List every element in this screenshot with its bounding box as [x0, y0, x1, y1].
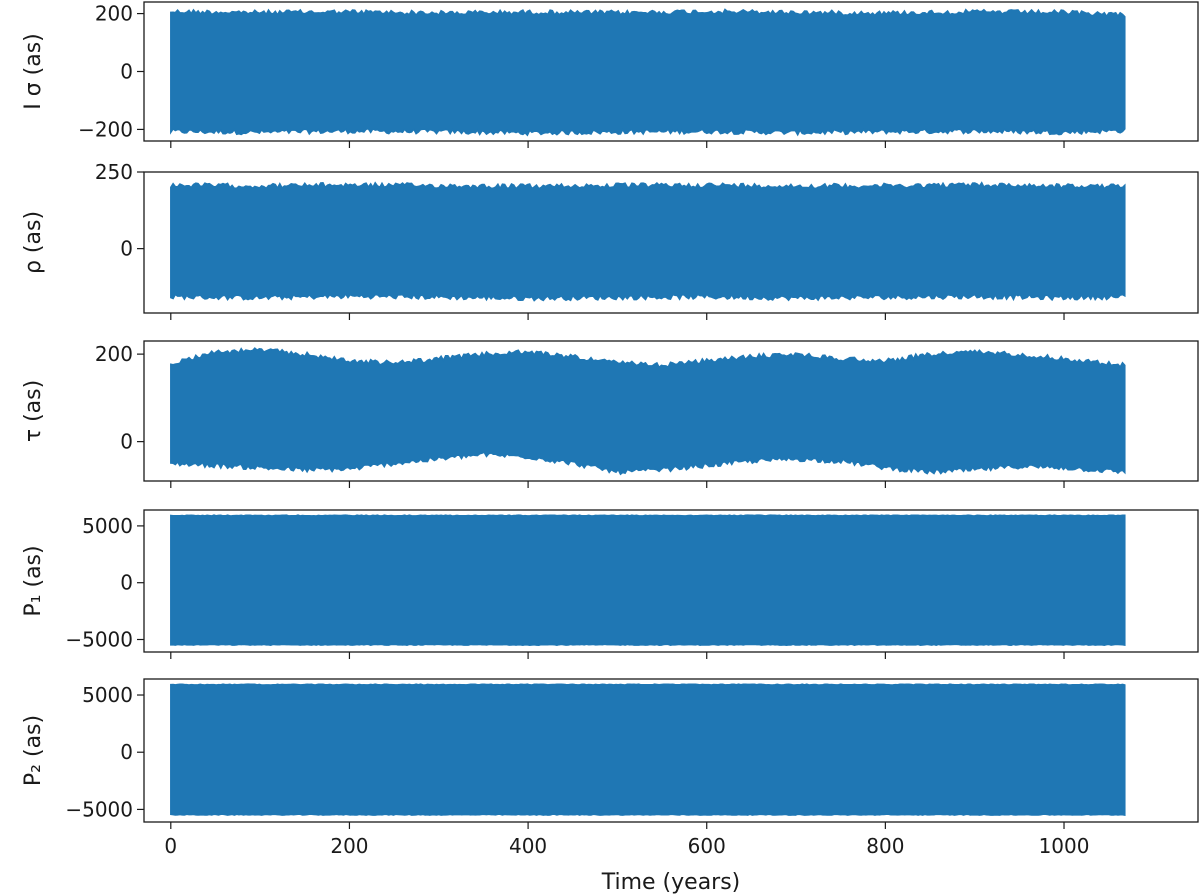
- subplot-3: 0 200 τ (as): [21, 340, 1199, 488]
- x-axis-label: Time (years): [601, 870, 741, 895]
- plot-frame: [143, 678, 1199, 823]
- y-tick-label: −200: [78, 117, 133, 141]
- subplot-4: −5000 0 5000 P₁ (as): [21, 509, 1199, 659]
- x-tick-label: 0: [164, 834, 177, 858]
- y-axis-label: P₂ (as): [21, 715, 46, 786]
- plot-frame: [143, 340, 1199, 482]
- x-tick-label: 1000: [1039, 834, 1090, 858]
- y-tick-label: 5000: [82, 514, 133, 538]
- series-line: [170, 683, 1126, 816]
- y-tick-label: −5000: [65, 797, 133, 821]
- y-axis-label: I σ (as): [21, 33, 46, 110]
- y-tick-label: −5000: [65, 628, 133, 652]
- y-tick-label: 250: [95, 160, 133, 184]
- y-tick-label: 200: [95, 342, 133, 366]
- subplot-1: −200 0 200 I σ (as): [21, 1, 1199, 148]
- y-axis-label: τ (as): [21, 380, 46, 442]
- x-tick-label: 800: [866, 834, 904, 858]
- y-tick-label: 0: [120, 60, 133, 84]
- y-tick-label: 0: [120, 571, 133, 595]
- y-tick-label: 200: [95, 2, 133, 26]
- y-tick-label: 0: [120, 430, 133, 454]
- subplot-2: 0 250 ρ (as): [21, 160, 1199, 320]
- plot-frame: [143, 171, 1199, 314]
- y-tick-label: 5000: [82, 683, 133, 707]
- series-line: [170, 514, 1126, 646]
- x-tick-label: 600: [688, 834, 726, 858]
- plot-frame: [143, 509, 1199, 653]
- y-tick-label: 0: [120, 740, 133, 764]
- series-line: [170, 347, 1126, 476]
- series-line: [170, 181, 1126, 302]
- y-axis-label: ρ (as): [21, 211, 46, 274]
- y-tick-label: 0: [120, 237, 133, 261]
- y-axis-label: P₁ (as): [21, 545, 46, 616]
- subplot-5: −5000 0 5000 P₂ (as) 0 200 400 600 800 1000: [21, 678, 1199, 858]
- series-line: [170, 8, 1126, 137]
- x-tick-label: 400: [509, 834, 547, 858]
- x-tick-label: 200: [330, 834, 368, 858]
